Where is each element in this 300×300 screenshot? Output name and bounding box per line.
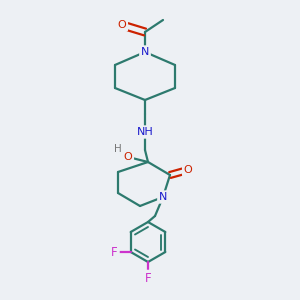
Text: O: O	[118, 20, 126, 30]
Text: F: F	[145, 272, 151, 284]
Text: N: N	[159, 192, 167, 202]
Text: N: N	[141, 47, 149, 57]
Text: O: O	[184, 165, 192, 175]
Text: F: F	[111, 245, 118, 259]
Text: NH: NH	[136, 127, 153, 137]
Text: H: H	[114, 144, 122, 154]
Text: O: O	[124, 152, 132, 162]
